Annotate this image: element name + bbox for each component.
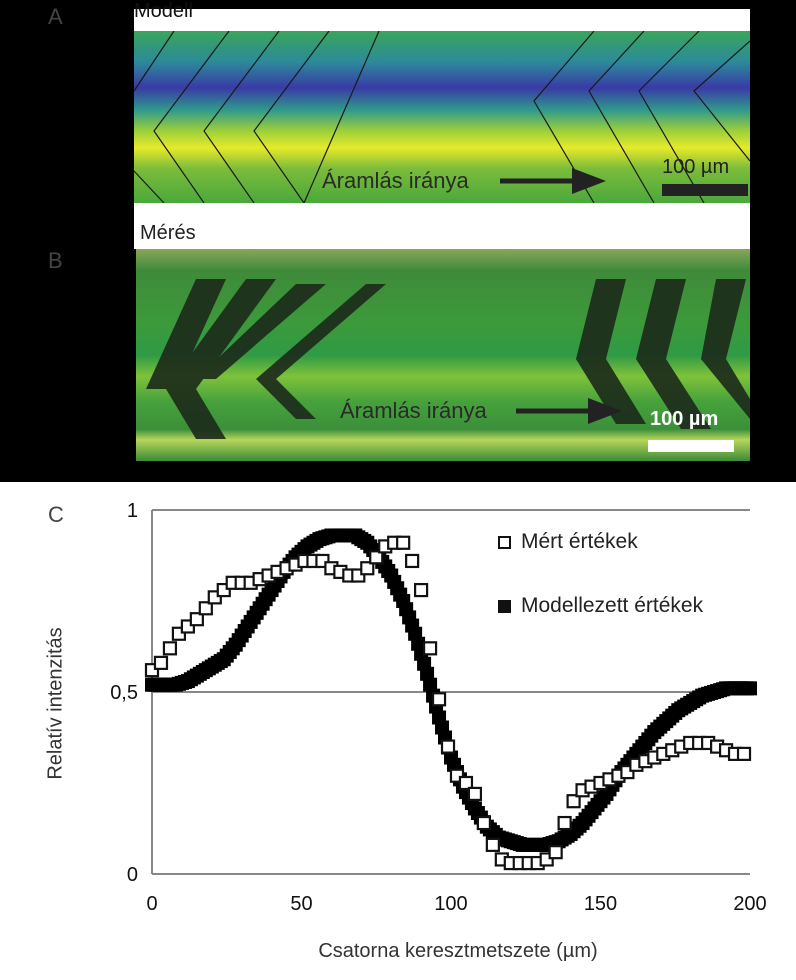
panel-b-letter: B (48, 248, 63, 273)
x-tick-label-3: 150 (584, 893, 617, 915)
measured-point (369, 550, 384, 565)
measured-point (440, 739, 456, 754)
y-tick-label-2: 1 (127, 500, 138, 522)
measured-point (189, 612, 204, 627)
panel-a-title: Modell (134, 0, 193, 22)
panel-a-scale-label: 100 µm (662, 156, 730, 178)
panel-separator (134, 203, 750, 249)
measured-point (557, 815, 572, 831)
modeled-point (423, 677, 438, 692)
x-tick-label-4: 200 (733, 893, 766, 915)
panel-b-arrow-icon (516, 398, 622, 424)
legend-modeled: Modellezett értékek (498, 594, 703, 618)
model-image-graphic (134, 31, 750, 203)
panel-a-title-strip (134, 9, 750, 31)
y-axis-title: Relatív intenzitás (44, 627, 67, 780)
x-tick-label-1: 50 (290, 893, 312, 915)
line-chart: 0 0,5 1 0 50 100 150 200 (110, 500, 767, 915)
measured-point (485, 837, 500, 852)
legend-measured-marker (498, 536, 511, 549)
measured-point (360, 561, 375, 576)
measured-point (198, 601, 213, 616)
y-tick-label-1: 0,5 (110, 682, 138, 704)
modeled-point (420, 666, 435, 681)
measured-point (405, 553, 420, 569)
panel-a-arrow-icon (500, 168, 606, 194)
panel-c-letter: C (48, 502, 64, 527)
measured-point (458, 775, 474, 791)
measured-point (566, 794, 581, 809)
x-axis-title: Csatorna keresztmetszete (µm) (318, 940, 598, 962)
model-image (134, 31, 750, 203)
x-tick-label-0: 0 (146, 893, 157, 915)
measured-point (467, 786, 483, 802)
panel-a-flow-label: Áramlás iránya (322, 168, 469, 193)
panel-a-letter: A (48, 4, 63, 29)
measured-point (422, 641, 438, 656)
measurement-image (136, 249, 750, 461)
legend-measured-label: Mért értékek (521, 530, 638, 553)
measurement-image-graphic (136, 249, 750, 461)
legend-modeled-marker (498, 600, 511, 613)
measured-point (476, 815, 491, 831)
panel-b-scale-label: 100 µm (650, 408, 719, 430)
legend-measured: Mért értékek (498, 530, 638, 554)
measured-point (431, 692, 447, 707)
measured-point (548, 845, 563, 860)
measured-point (396, 535, 411, 550)
measured-point (736, 746, 752, 761)
legend-modeled-label: Modellezett értékek (521, 594, 704, 617)
measured-point (153, 655, 169, 670)
measured-point (162, 641, 178, 656)
panel-b-title: Mérés (140, 222, 196, 244)
panel-b-flow-label: Áramlás iránya (340, 398, 487, 423)
modeled-point (743, 681, 757, 696)
panel-a-scale-bar (662, 184, 748, 196)
chart-panel: C 0 0,5 1 0 50 100 150 200 Mért értékek Modelle… (0, 482, 796, 980)
panel-b-scale-bar (648, 440, 734, 452)
x-tick-label-2: 100 (434, 893, 467, 915)
measured-point (414, 582, 429, 598)
y-tick-label-0: 0 (127, 864, 138, 886)
